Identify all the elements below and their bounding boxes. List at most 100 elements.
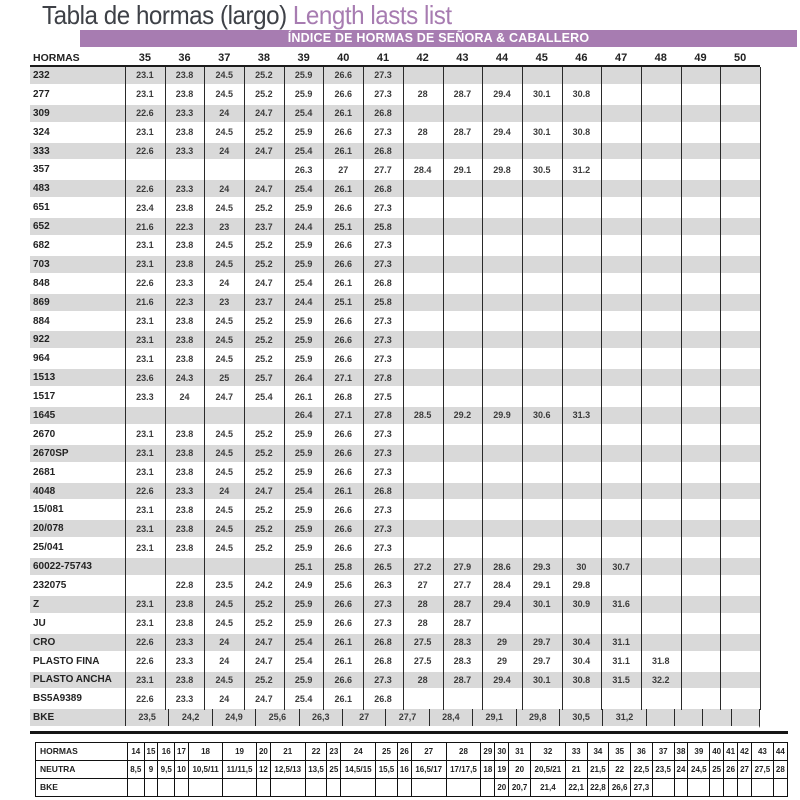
size-cell: 26.8	[374, 693, 392, 704]
size-cell: 30.4	[572, 637, 591, 648]
size-cell: 29.9	[493, 410, 511, 421]
column-divider	[760, 67, 761, 710]
neutra-cell: 24,5	[687, 759, 711, 779]
size-cell: 23.1	[136, 599, 154, 610]
size-cell: 26.5	[374, 561, 392, 572]
size-cell: 23.1	[136, 353, 154, 364]
size-cell: 21.6	[136, 297, 154, 308]
size-cell: 29.1	[532, 580, 551, 591]
size-cell: 30,5	[558, 709, 602, 727]
size-cell: 26.1	[334, 486, 353, 497]
size-cell: 28.7	[453, 618, 472, 629]
size-cell: 26.6	[334, 334, 353, 345]
size-cell: 23.8	[175, 70, 194, 81]
size-cell: 28	[417, 618, 428, 629]
conversion-table-body: HORMAS 14 15 16 17 18 19 20 21 22 23 24 25 26 27 28 29 30…	[35, 741, 789, 797]
bottom-size-header: 19	[222, 741, 257, 761]
neutra-cell: 10	[174, 759, 189, 779]
size-cell: 31.2	[572, 164, 591, 175]
size-cell: 26.8	[374, 656, 392, 667]
bottom-size-header: 31	[508, 741, 531, 761]
size-cell: 24.5	[215, 618, 233, 629]
size-cell: 25.9	[294, 202, 313, 213]
size-cell: 23.1	[136, 429, 154, 440]
size-cell: 30.8	[572, 674, 591, 685]
row-label: 1645	[33, 409, 56, 421]
bottom-size-header: 39	[687, 741, 711, 761]
size-cell: 31.6	[612, 599, 630, 610]
table-row: 651 23.4 23.8 24.5 25.2 25.9 26.6 27.3	[30, 199, 760, 219]
bottom-size-header: 38	[673, 741, 689, 761]
size-cell: 23.1	[136, 259, 154, 270]
size-cell: 25.9	[294, 429, 313, 440]
bke-cell	[737, 777, 753, 797]
bottom-size-header: 21	[269, 741, 306, 761]
size-cell: 23.1	[136, 89, 154, 100]
size-header: 48	[654, 52, 667, 64]
neutra-cell: 17/17,5	[445, 759, 482, 779]
size-cell: 27.3	[374, 89, 392, 100]
size-cell: 23.8	[175, 448, 194, 459]
bke-cell	[255, 777, 271, 797]
table-row: 483 22.6 23.3 24 24.7 25.4 26.1 26.8	[30, 180, 760, 200]
size-cell: 30.1	[532, 89, 551, 100]
size-cell: 25.2	[255, 89, 273, 100]
bottom-size-header: 16	[157, 741, 175, 761]
size-cell: 25.6	[334, 580, 353, 591]
size-cell: 23.8	[175, 599, 194, 610]
neutra-cell: 22,5	[630, 759, 653, 779]
size-header: 50	[734, 52, 747, 64]
size-cell: 28	[417, 674, 428, 685]
size-cell: 30.1	[532, 127, 551, 138]
size-cell: 28	[417, 89, 428, 100]
row-label: 333	[33, 145, 50, 157]
size-cell: 30.5	[532, 164, 551, 175]
size-cell: 24.7	[215, 391, 233, 402]
size-cell	[674, 709, 702, 727]
table-row: PLASTO FINA 22.6 23.3 24 24.7 25.4 26.1 26.8 27.…	[30, 652, 760, 672]
size-cell: 23.1	[136, 504, 154, 515]
bottom-size-header: 40	[709, 741, 725, 761]
bke-cell	[445, 777, 482, 797]
size-cell: 25.9	[294, 542, 313, 553]
neutra-cell: 18	[480, 759, 496, 779]
size-cell: 25.4	[294, 486, 313, 497]
size-cell: 27.5	[374, 391, 392, 402]
neutra-cell: 25	[709, 759, 725, 779]
size-cell: 23.1	[136, 467, 154, 478]
row-label: 309	[33, 107, 50, 119]
table-row: BKE 23,5 24,2 24,9 25,6 26,3 27 27,7 28,4 29,1 29,…	[30, 709, 760, 729]
size-cell: 23.8	[175, 259, 194, 270]
bottom-size-header: 35	[608, 741, 632, 761]
size-cell: 24.4	[294, 221, 313, 232]
bottom-size-header: 36	[630, 741, 653, 761]
bke-cell	[723, 777, 739, 797]
bke-cell	[772, 777, 789, 797]
size-cell: 23.8	[175, 467, 194, 478]
size-cell: 24.7	[255, 278, 273, 289]
size-header: 37	[218, 52, 231, 64]
bke-cell	[143, 777, 159, 797]
row-label: HORMAS	[35, 741, 128, 761]
size-cell: 25.2	[255, 70, 273, 81]
size-cell: 23.3	[175, 146, 194, 156]
size-cell: 28.7	[453, 674, 472, 685]
size-cell: 24.7	[255, 146, 273, 156]
row-label: 232	[33, 69, 50, 81]
size-cell: 27.3	[374, 599, 392, 610]
bottom-size-header: 32	[529, 741, 566, 761]
size-cell: 23.8	[175, 240, 194, 251]
size-cell: 25.1	[294, 561, 313, 572]
row-label: 1513	[33, 372, 56, 384]
size-cell: 26.6	[334, 599, 353, 610]
row-label: 2670	[33, 428, 56, 440]
size-cell: 25.9	[294, 504, 313, 515]
table-row: 324 23.1 23.8 24.5 25.2 25.9 26.6 27.3 28 28.7 29.…	[30, 123, 760, 143]
neutra-cell: 12	[255, 759, 271, 779]
size-cell: 25.2	[255, 127, 273, 138]
size-cell: 26.6	[334, 467, 353, 478]
size-cell: 24.7	[255, 108, 273, 119]
size-cell: 26.3	[374, 580, 392, 591]
size-cell: 23.3	[175, 693, 194, 704]
size-cell: 27.8	[374, 410, 392, 421]
